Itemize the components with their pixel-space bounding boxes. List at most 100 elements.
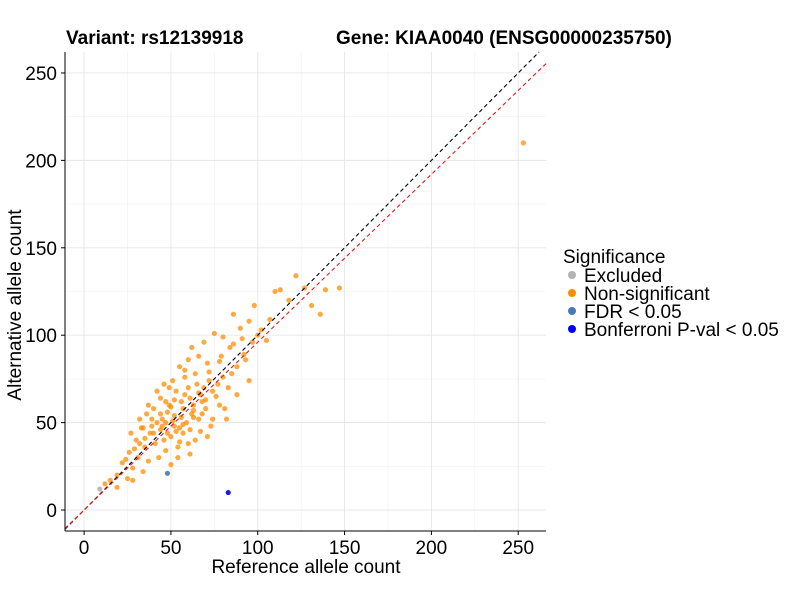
data-point	[163, 399, 169, 405]
data-point	[126, 449, 132, 455]
data-point	[199, 411, 205, 417]
data-point	[196, 390, 202, 396]
data-point	[97, 486, 103, 492]
data-point	[196, 353, 202, 359]
data-point	[182, 374, 188, 380]
title-gene: Gene: KIAA0040 (ENSG00000235750)	[336, 28, 672, 49]
data-point	[322, 287, 329, 293]
title-variant: Variant: rs12139918	[66, 28, 243, 49]
data-point	[159, 416, 165, 422]
data-point	[102, 481, 108, 487]
data-points	[97, 140, 527, 496]
data-point	[192, 437, 198, 443]
data-point	[156, 454, 162, 461]
legend-label: Bonferroni P-val < 0.05	[584, 320, 779, 341]
data-point	[239, 336, 245, 342]
y-axis-title: Alternative allele count	[5, 209, 26, 401]
data-point	[128, 430, 134, 436]
data-point	[223, 416, 230, 422]
data-point	[154, 420, 160, 426]
data-point	[234, 392, 240, 398]
legend-key	[568, 289, 576, 297]
data-point	[161, 381, 167, 387]
data-point	[145, 458, 151, 464]
data-point	[170, 378, 176, 384]
data-point	[190, 414, 197, 420]
data-point	[145, 402, 151, 408]
data-point	[196, 416, 202, 422]
data-point	[216, 402, 223, 408]
data-point	[130, 477, 136, 483]
data-point	[182, 367, 188, 373]
data-point	[230, 341, 237, 347]
data-point	[237, 325, 243, 331]
data-point	[114, 472, 120, 478]
data-point	[175, 454, 181, 461]
data-point	[119, 460, 125, 466]
x-tick-label: 0	[79, 538, 90, 559]
data-point	[171, 423, 177, 429]
data-point	[190, 402, 197, 408]
x-tick-label: 200	[416, 538, 448, 559]
data-point	[201, 339, 207, 345]
data-point	[140, 425, 146, 431]
data-point	[187, 451, 193, 457]
reference-line-identity	[64, 51, 540, 530]
data-point	[150, 406, 157, 412]
data-point	[152, 440, 158, 447]
data-point	[164, 470, 171, 476]
data-point	[201, 385, 207, 391]
tick-labels: 0 50 100 150 200 250 0 50 100 150 200 250	[25, 64, 534, 559]
data-point	[272, 288, 278, 295]
data-point	[263, 337, 270, 344]
data-point	[177, 364, 183, 370]
legend-title: Significance	[563, 247, 665, 268]
legend-label: Non-significant	[584, 284, 710, 305]
data-point	[150, 430, 157, 436]
data-point	[208, 423, 214, 429]
data-point	[142, 444, 148, 450]
data-point	[246, 378, 252, 384]
data-point	[168, 404, 174, 410]
data-point	[267, 316, 273, 323]
data-point	[123, 456, 129, 462]
data-point	[227, 344, 233, 351]
data-point	[164, 409, 171, 415]
data-point	[180, 430, 186, 436]
data-point	[173, 428, 179, 434]
data-point	[220, 374, 226, 380]
data-point	[133, 437, 139, 443]
data-point	[308, 302, 315, 309]
data-point	[241, 351, 247, 358]
data-point	[520, 140, 527, 146]
data-point	[168, 461, 174, 468]
data-point	[213, 393, 219, 399]
data-point	[137, 416, 143, 422]
data-point	[216, 358, 223, 365]
data-point	[185, 385, 191, 391]
data-point	[215, 381, 221, 387]
data-point	[187, 395, 193, 401]
x-tick-label: 250	[502, 538, 534, 559]
data-point	[242, 357, 249, 363]
data-point	[154, 388, 160, 394]
data-point	[182, 392, 188, 398]
y-tick-label: 150	[25, 239, 57, 260]
data-point	[175, 444, 181, 450]
data-point	[203, 397, 209, 403]
legend: Significance ExcludedNon-significantFDR …	[563, 247, 779, 341]
data-point	[177, 425, 183, 431]
grid	[65, 52, 546, 531]
data-point	[144, 411, 150, 417]
reference-line-fit	[64, 63, 547, 529]
data-point	[114, 484, 120, 490]
data-point	[230, 311, 237, 317]
x-tick-label: 150	[329, 538, 361, 559]
data-point	[206, 369, 212, 375]
data-point	[157, 411, 164, 417]
data-point	[286, 297, 292, 303]
data-point	[336, 285, 342, 291]
data-point	[187, 427, 193, 433]
data-point	[164, 430, 171, 436]
